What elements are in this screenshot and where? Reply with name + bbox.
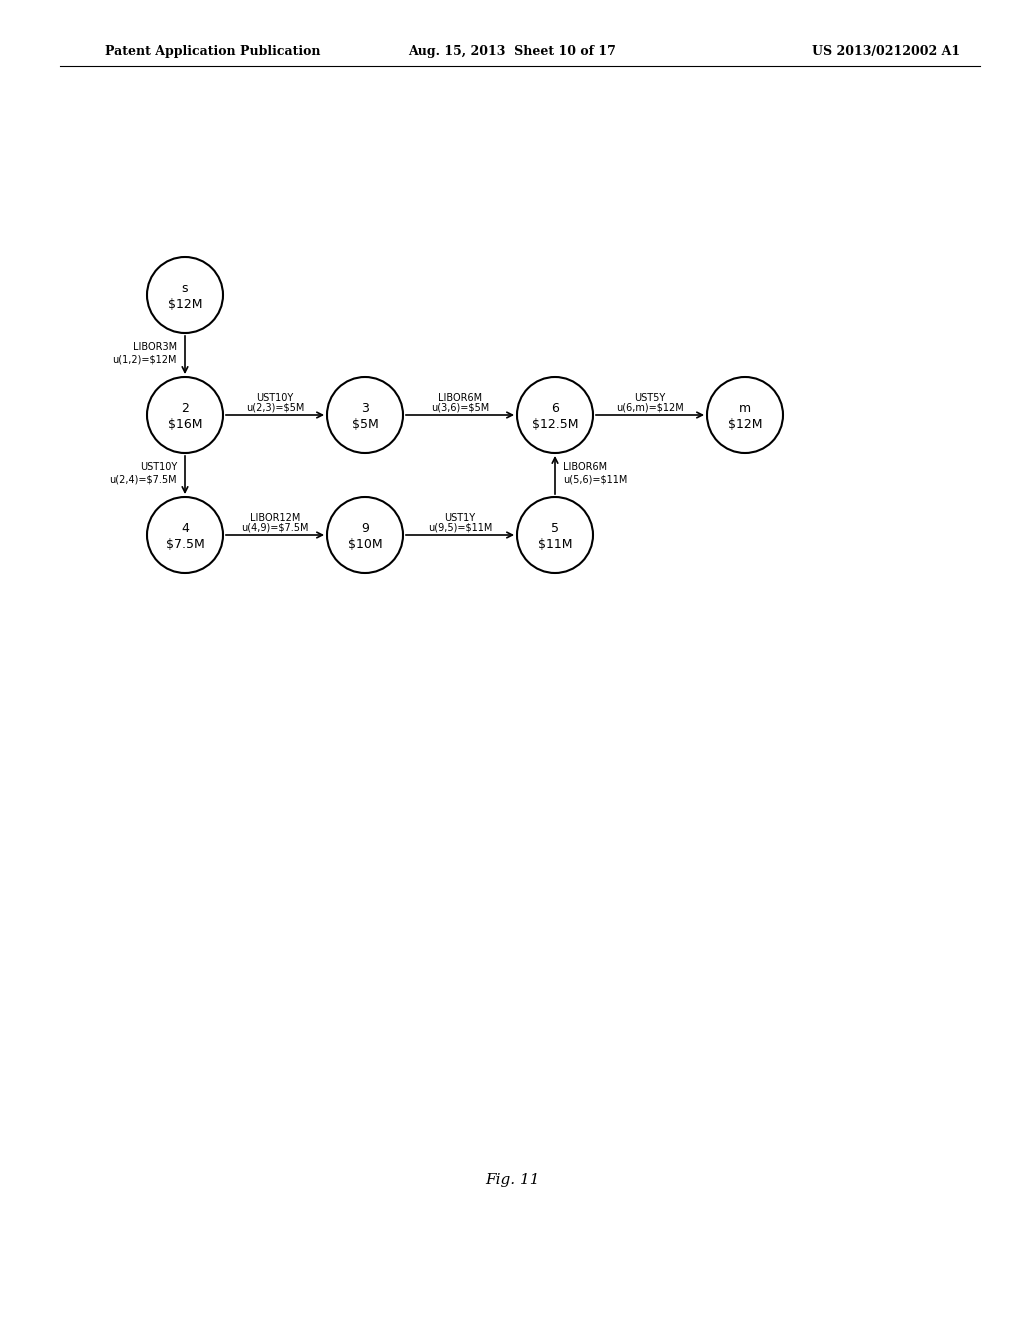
- Text: US 2013/0212002 A1: US 2013/0212002 A1: [812, 45, 961, 58]
- Text: 3: 3: [361, 401, 369, 414]
- Text: $5M: $5M: [351, 418, 379, 432]
- Text: 5: 5: [551, 521, 559, 535]
- Text: LIBOR12M: LIBOR12M: [250, 513, 300, 523]
- Text: 6: 6: [551, 401, 559, 414]
- Text: 9: 9: [361, 521, 369, 535]
- Text: 4: 4: [181, 521, 189, 535]
- Text: LIBOR3M: LIBOR3M: [133, 342, 177, 352]
- Text: u(6,m)=$12M: u(6,m)=$12M: [616, 403, 684, 413]
- Text: UST10Y: UST10Y: [256, 393, 294, 403]
- Text: $12.5M: $12.5M: [531, 418, 579, 432]
- Text: Fig. 11: Fig. 11: [484, 1173, 540, 1187]
- Text: 2: 2: [181, 401, 189, 414]
- Circle shape: [147, 498, 223, 573]
- Circle shape: [147, 378, 223, 453]
- Text: $10M: $10M: [348, 539, 382, 552]
- Text: u(9,5)=$11M: u(9,5)=$11M: [428, 523, 493, 533]
- Circle shape: [327, 498, 403, 573]
- Text: LIBOR6M: LIBOR6M: [438, 393, 482, 403]
- Circle shape: [707, 378, 783, 453]
- Text: $11M: $11M: [538, 539, 572, 552]
- Text: UST5Y: UST5Y: [635, 393, 666, 403]
- Text: u(4,9)=$7.5M: u(4,9)=$7.5M: [242, 523, 309, 533]
- Text: s: s: [181, 281, 188, 294]
- Text: Aug. 15, 2013  Sheet 10 of 17: Aug. 15, 2013 Sheet 10 of 17: [408, 45, 616, 58]
- Text: UST1Y: UST1Y: [444, 513, 475, 523]
- Text: Patent Application Publication: Patent Application Publication: [105, 45, 321, 58]
- Text: $16M: $16M: [168, 418, 203, 432]
- Text: $7.5M: $7.5M: [166, 539, 205, 552]
- Text: u(1,2)=$12M: u(1,2)=$12M: [113, 354, 177, 364]
- Text: LIBOR6M: LIBOR6M: [563, 462, 607, 473]
- Text: u(2,4)=$7.5M: u(2,4)=$7.5M: [110, 474, 177, 484]
- Text: $12M: $12M: [168, 298, 203, 312]
- Circle shape: [517, 498, 593, 573]
- Text: m: m: [739, 401, 751, 414]
- Text: u(5,6)=$11M: u(5,6)=$11M: [563, 474, 628, 484]
- Circle shape: [147, 257, 223, 333]
- Circle shape: [517, 378, 593, 453]
- Text: u(3,6)=$5M: u(3,6)=$5M: [431, 403, 489, 413]
- Text: u(2,3)=$5M: u(2,3)=$5M: [246, 403, 304, 413]
- Text: $12M: $12M: [728, 418, 762, 432]
- Circle shape: [327, 378, 403, 453]
- Text: UST10Y: UST10Y: [139, 462, 177, 473]
